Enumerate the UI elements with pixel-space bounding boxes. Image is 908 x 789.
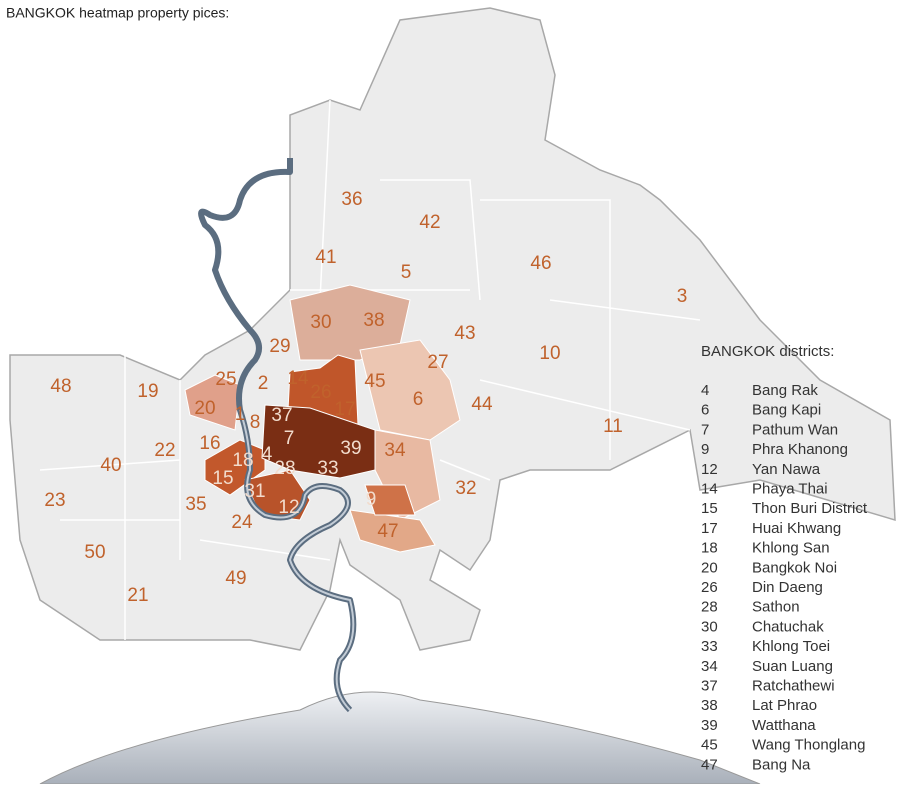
legend-number: 33 xyxy=(701,638,718,655)
district-label: 37 xyxy=(271,405,292,426)
legend-number: 28 xyxy=(701,599,718,616)
legend-name: Ratchathewi xyxy=(752,677,835,694)
legend-number: 14 xyxy=(701,480,718,497)
district-label: 39 xyxy=(340,438,361,459)
district-label: 8 xyxy=(250,412,261,433)
legend: 4 Bang Rak 6 Bang Kapi 7 Pathum Wan 9 Phra Khan… xyxy=(701,382,868,773)
district-label: 33 xyxy=(317,458,338,479)
district-label: 50 xyxy=(84,542,105,563)
legend-number: 6 xyxy=(701,402,709,419)
legend-number: 30 xyxy=(701,618,718,635)
district-label: 16 xyxy=(199,433,220,454)
district-label: 19 xyxy=(137,381,158,402)
legend-name: Din Daeng xyxy=(752,579,823,596)
district-label: 9 xyxy=(366,489,377,510)
legend-number: 7 xyxy=(701,421,709,438)
district-borders xyxy=(39,99,701,640)
district-label: 12 xyxy=(278,497,299,518)
legend-name: Chatuchak xyxy=(752,618,824,635)
legend-name: Bang Na xyxy=(752,756,811,773)
legend-title: BANGKOK districts: xyxy=(701,343,834,360)
legend-name: Bang Rak xyxy=(752,382,818,399)
district-label: 44 xyxy=(471,394,493,415)
legend-name: Thon Buri District xyxy=(752,500,868,517)
district-label: 2 xyxy=(258,373,269,394)
district-label: 4 xyxy=(262,444,273,465)
legend-number: 38 xyxy=(701,697,718,714)
district-label: 36 xyxy=(341,189,362,210)
district-label: 15 xyxy=(212,468,233,489)
district-label: 22 xyxy=(154,440,175,461)
district-label: 38 xyxy=(363,310,384,331)
district-label: 41 xyxy=(315,247,336,268)
legend-name: Yan Nawa xyxy=(752,461,821,478)
legend-name: Bang Kapi xyxy=(752,402,821,419)
legend-name: Bangkok Noi xyxy=(752,559,837,576)
legend-number: 15 xyxy=(701,500,718,517)
legend-name: Watthana xyxy=(752,717,816,734)
district-label: 17 xyxy=(334,399,355,420)
legend-name: Wang Thonglang xyxy=(752,737,865,754)
district-label: 27 xyxy=(427,352,448,373)
district-label: 5 xyxy=(401,262,412,283)
district-label: 10 xyxy=(539,343,560,364)
legend-number: 17 xyxy=(701,520,718,537)
district-label: 25 xyxy=(215,369,236,390)
sea xyxy=(39,691,761,785)
legend-number: 39 xyxy=(701,717,718,734)
legend-number: 18 xyxy=(701,540,718,557)
district-label: 18 xyxy=(232,450,253,471)
legend-number: 45 xyxy=(701,737,718,754)
legend-number: 34 xyxy=(701,658,718,675)
district-label: 11 xyxy=(603,416,623,437)
legend-number: 37 xyxy=(701,677,718,694)
district-label: 24 xyxy=(231,512,253,533)
district-label: 48 xyxy=(50,376,71,397)
legend-number: 12 xyxy=(701,461,718,478)
legend-name: Sathon xyxy=(752,599,800,616)
legend-name: Suan Luang xyxy=(752,658,833,675)
district-label: 29 xyxy=(269,336,290,357)
district-label: 14 xyxy=(287,368,309,389)
district-label: 34 xyxy=(384,440,406,461)
legend-name: Phra Khanong xyxy=(752,441,848,458)
legend-number: 26 xyxy=(701,579,718,596)
district-label: 1 xyxy=(235,404,246,425)
district-label: 43 xyxy=(454,323,475,344)
district-label: 21 xyxy=(127,585,148,606)
district-label: 49 xyxy=(225,568,246,589)
legend-number: 9 xyxy=(701,441,709,458)
district-label: 7 xyxy=(284,428,295,449)
district-label: 6 xyxy=(413,389,424,410)
legend-name: Lat Phrao xyxy=(752,697,817,714)
district-label: 30 xyxy=(310,312,331,333)
district-label: 40 xyxy=(100,455,121,476)
legend-name: Huai Khwang xyxy=(752,520,841,537)
district-label: 32 xyxy=(455,478,476,499)
district-label: 46 xyxy=(530,253,551,274)
legend-name: Khlong San xyxy=(752,540,830,557)
district-label: 28 xyxy=(274,458,295,479)
river-core xyxy=(239,409,355,711)
district-label: 3 xyxy=(677,286,688,307)
legend-number: 20 xyxy=(701,559,718,576)
district-label: 26 xyxy=(310,382,331,403)
legend-number: 4 xyxy=(701,382,709,399)
district-label: 45 xyxy=(364,371,385,392)
legend-name: Khlong Toei xyxy=(752,638,830,655)
legend-name: Phaya Thai xyxy=(752,480,828,497)
legend-name: Pathum Wan xyxy=(752,421,838,438)
district-label: 31 xyxy=(244,481,265,502)
legend-number: 47 xyxy=(701,756,718,773)
title: BANGKOK heatmap property pices: xyxy=(6,5,229,21)
district-label: 35 xyxy=(185,494,206,515)
district-label: 20 xyxy=(194,398,215,419)
district-label: 23 xyxy=(44,490,65,511)
district-label: 47 xyxy=(377,521,398,542)
district-label: 42 xyxy=(419,212,440,233)
